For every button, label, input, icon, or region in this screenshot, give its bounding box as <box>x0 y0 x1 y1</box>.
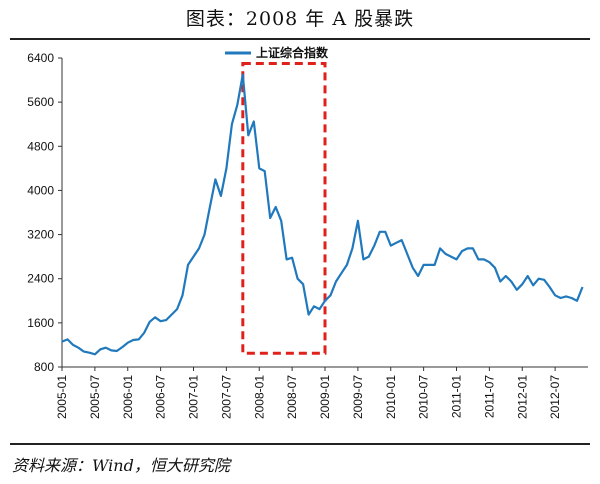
source-rule <box>10 443 590 445</box>
x-tick-label: 2012-01 <box>515 375 529 419</box>
crash-highlight-box <box>241 62 327 355</box>
y-tick-label: 5600 <box>27 95 54 109</box>
x-tick-label: 2011-07 <box>482 375 496 418</box>
series-group <box>61 73 584 356</box>
x-tick-label: 2007-01 <box>187 375 201 419</box>
legend: 上证综合指数 <box>225 45 329 60</box>
title-rule <box>10 38 590 40</box>
x-tick-label: 2006-01 <box>121 375 135 419</box>
x-tick-label: 2010-01 <box>384 375 398 419</box>
y-tick-label: 4000 <box>27 183 54 197</box>
legend-label: 上证综合指数 <box>256 45 329 60</box>
y-tick-label: 3200 <box>27 228 54 242</box>
x-tick-label: 2008-07 <box>285 375 299 419</box>
y-tick-label: 800 <box>34 360 54 374</box>
x-tick-label: 2010-07 <box>417 375 431 419</box>
x-tick-label: 2009-01 <box>318 375 332 419</box>
chart-title: 图表：2008 年 A 股暴跌 <box>185 8 415 30</box>
x-tick-label: 2006-07 <box>154 375 168 419</box>
y-tick-label: 1600 <box>27 316 54 330</box>
x-tick-label: 2005-01 <box>55 375 69 419</box>
x-tick-label: 2011-01 <box>450 375 464 418</box>
series-line <box>61 73 584 356</box>
highlight-group <box>241 62 327 355</box>
chart-axes: 800 1600 2400 3200 4000 4800 5600 6400 2005-01 20… <box>27 51 588 419</box>
x-tick-label: 2005-07 <box>88 375 102 419</box>
x-tick-label: 2007-07 <box>219 375 233 419</box>
source-note: 资料来源：Wind，恒大研究院 <box>12 456 230 475</box>
y-tick-label: 2400 <box>27 272 54 286</box>
x-tick-label: 2012-07 <box>548 375 562 419</box>
chart-svg: 800 1600 2400 3200 4000 4800 5600 6400 2005-01 20… <box>27 45 588 419</box>
y-tick-label: 6400 <box>27 51 54 65</box>
x-tick-label: 2009-07 <box>351 375 365 419</box>
x-tick-label: 2008-01 <box>252 375 266 419</box>
y-tick-label: 4800 <box>27 139 54 153</box>
